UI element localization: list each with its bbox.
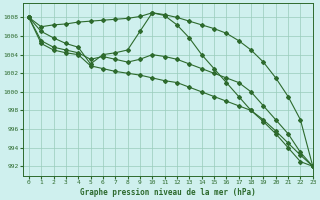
X-axis label: Graphe pression niveau de la mer (hPa): Graphe pression niveau de la mer (hPa) (80, 188, 256, 197)
